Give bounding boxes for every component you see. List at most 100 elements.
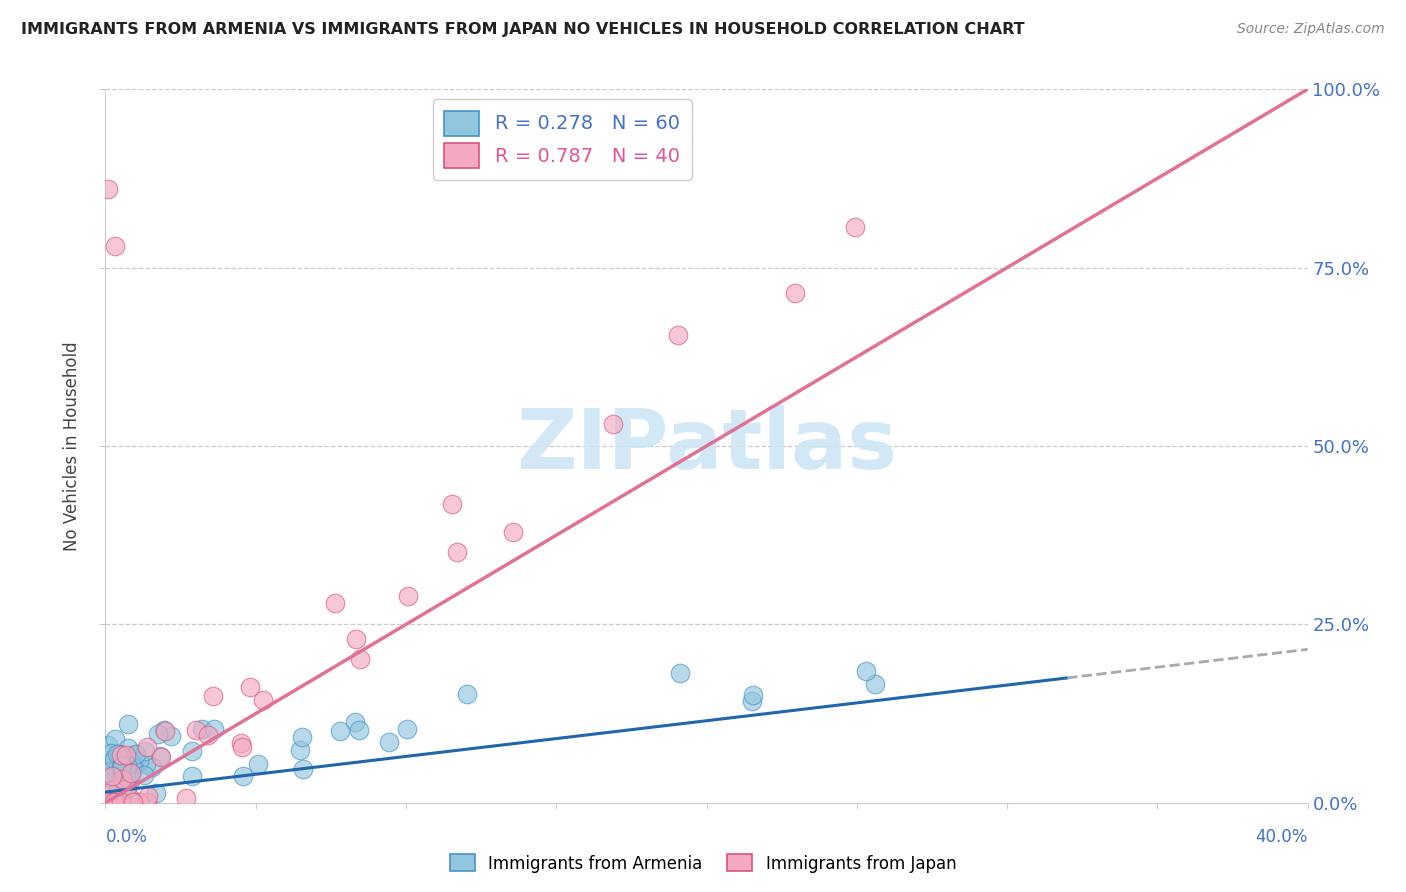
Point <box>111 759 134 773</box>
Point <box>844 219 866 234</box>
Point <box>247 757 270 772</box>
Point <box>329 723 352 738</box>
Point <box>97 182 120 196</box>
Y-axis label: No Vehicles in Household: No Vehicles in Household <box>63 341 82 551</box>
Point <box>446 545 468 559</box>
Legend: R = 0.278   N = 60, R = 0.787   N = 40: R = 0.278 N = 60, R = 0.787 N = 40 <box>433 99 692 180</box>
Point <box>101 769 124 783</box>
Point <box>120 791 142 805</box>
Text: 0.0%: 0.0% <box>105 828 148 846</box>
Point <box>181 744 204 758</box>
Point <box>191 722 214 736</box>
Point <box>115 760 138 774</box>
Point <box>135 795 157 809</box>
Point <box>145 786 167 800</box>
Point <box>378 735 401 749</box>
Point <box>741 693 763 707</box>
Point <box>197 728 219 742</box>
Point <box>148 726 170 740</box>
Point <box>785 285 807 300</box>
Text: 40.0%: 40.0% <box>1256 828 1308 846</box>
Point <box>111 772 134 786</box>
Point <box>117 741 139 756</box>
Point <box>134 744 156 758</box>
Point <box>232 769 254 783</box>
Point <box>149 749 172 764</box>
Point <box>103 752 125 766</box>
Point <box>107 780 129 794</box>
Point <box>202 722 225 736</box>
Point <box>110 747 132 762</box>
Legend: Immigrants from Armenia, Immigrants from Japan: Immigrants from Armenia, Immigrants from… <box>443 847 963 880</box>
Point <box>128 754 150 768</box>
Point <box>349 723 371 738</box>
Point <box>101 795 124 809</box>
Point <box>97 739 120 753</box>
Point <box>202 689 225 703</box>
Point <box>132 767 155 781</box>
Point <box>184 723 207 738</box>
Point <box>105 765 128 780</box>
Point <box>135 739 157 754</box>
Point <box>121 760 143 774</box>
Point <box>115 757 138 772</box>
Point <box>666 328 689 343</box>
Point <box>502 524 524 539</box>
Point <box>97 764 120 779</box>
Point <box>118 773 141 788</box>
Point <box>101 782 124 797</box>
Point <box>344 632 367 647</box>
Point <box>110 795 132 809</box>
Point <box>115 779 138 793</box>
Point <box>128 795 150 809</box>
Point <box>181 768 204 782</box>
Point <box>103 795 125 809</box>
Point <box>105 795 128 809</box>
Point <box>855 665 877 679</box>
Point <box>141 760 163 774</box>
Point <box>104 732 127 747</box>
Point <box>118 768 141 782</box>
Point <box>111 764 134 779</box>
Point <box>863 677 886 691</box>
Text: Source: ZipAtlas.com: Source: ZipAtlas.com <box>1237 22 1385 37</box>
Point <box>103 239 125 253</box>
Point <box>103 764 125 779</box>
Point <box>105 747 128 761</box>
Point <box>110 759 132 773</box>
Point <box>396 589 419 603</box>
Point <box>741 689 763 703</box>
Point <box>291 730 314 744</box>
Point <box>115 780 138 795</box>
Point <box>239 680 262 694</box>
Point <box>344 714 367 729</box>
Point <box>120 759 142 773</box>
Point <box>125 747 148 761</box>
Point <box>288 743 311 757</box>
Point <box>97 758 120 772</box>
Point <box>136 789 159 804</box>
Point <box>231 740 253 755</box>
Point <box>160 729 183 743</box>
Point <box>231 736 253 750</box>
Point <box>291 763 314 777</box>
Point <box>100 747 122 761</box>
Point <box>395 722 418 736</box>
Point <box>669 666 692 681</box>
Point <box>122 747 145 762</box>
Point <box>108 747 131 761</box>
Point <box>149 749 172 764</box>
Point <box>323 596 346 610</box>
Point <box>349 652 371 666</box>
Text: ZIPatlas: ZIPatlas <box>516 406 897 486</box>
Point <box>97 775 120 789</box>
Point <box>122 760 145 774</box>
Point <box>122 795 145 809</box>
Point <box>153 723 176 738</box>
Point <box>120 765 142 780</box>
Point <box>153 723 176 737</box>
Point <box>111 762 134 776</box>
Point <box>602 417 624 432</box>
Text: IMMIGRANTS FROM ARMENIA VS IMMIGRANTS FROM JAPAN NO VEHICLES IN HOUSEHOLD CORREL: IMMIGRANTS FROM ARMENIA VS IMMIGRANTS FR… <box>21 22 1025 37</box>
Point <box>252 692 274 706</box>
